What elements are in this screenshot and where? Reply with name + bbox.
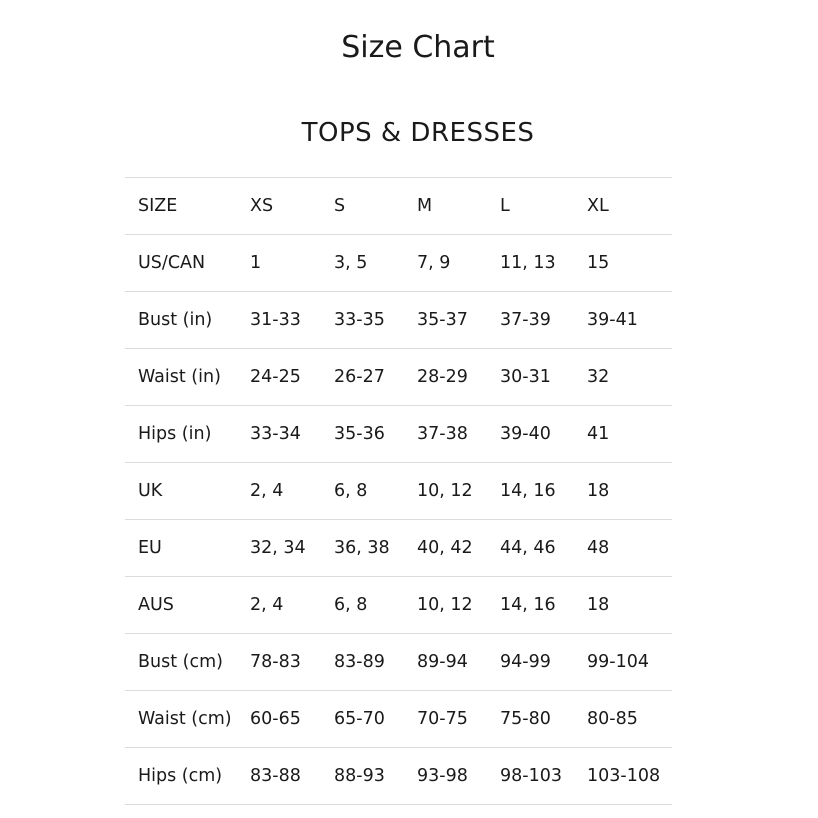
table-cell: 44, 46 — [487, 519, 574, 577]
row-label: Hips (cm) — [125, 747, 237, 805]
table-row: Hips (cm) 83-88 88-93 93-98 98-103 103-108 — [125, 747, 672, 805]
row-label: US/CAN — [125, 234, 237, 292]
table-cell: 65-70 — [321, 690, 404, 748]
section-title: TOPS & DRESSES — [301, 118, 535, 148]
table-cell: 35-37 — [404, 291, 487, 349]
table-cell: 10, 12 — [404, 462, 487, 520]
table-cell: 11, 13 — [487, 234, 574, 292]
table-cell: 37-38 — [404, 405, 487, 463]
table-cell: 10, 12 — [404, 576, 487, 634]
table-row: Waist (cm) 60-65 65-70 70-75 75-80 80-85 — [125, 690, 672, 748]
table-cell: 35-36 — [321, 405, 404, 463]
table-cell: XL — [574, 177, 672, 235]
table-cell: 39-40 — [487, 405, 574, 463]
table-cell: 3, 5 — [321, 234, 404, 292]
table-cell: 99-104 — [574, 633, 672, 691]
table-cell: 18 — [574, 576, 672, 634]
table-cell: XS — [237, 177, 321, 235]
table-cell: 2, 4 — [237, 576, 321, 634]
size-chart-table: SIZE XS S M L XL US/CAN 1 3, 5 7, 9 11, 13 15 Bust (… — [125, 177, 672, 805]
table-row: Hips (in) 33-34 35-36 37-38 39-40 41 — [125, 405, 672, 463]
table-cell: 36, 38 — [321, 519, 404, 577]
table-cell: 28-29 — [404, 348, 487, 406]
table-cell: 37-39 — [487, 291, 574, 349]
table-row: AUS 2, 4 6, 8 10, 12 14, 16 18 — [125, 576, 672, 634]
table-row: Bust (in) 31-33 33-35 35-37 37-39 39-41 — [125, 291, 672, 349]
table-cell: 1 — [237, 234, 321, 292]
table-cell: 98-103 — [487, 747, 574, 805]
row-label: SIZE — [125, 177, 237, 235]
table-cell: 75-80 — [487, 690, 574, 748]
table-cell: 88-93 — [321, 747, 404, 805]
table-cell: L — [487, 177, 574, 235]
table-cell: 89-94 — [404, 633, 487, 691]
row-label: Bust (cm) — [125, 633, 237, 691]
table-row: Bust (cm) 78-83 83-89 89-94 94-99 99-104 — [125, 633, 672, 691]
header-row: SIZE XS S M L XL — [125, 177, 672, 235]
table-cell: 83-89 — [321, 633, 404, 691]
row-label: EU — [125, 519, 237, 577]
table-cell: 6, 8 — [321, 576, 404, 634]
table-cell: 18 — [574, 462, 672, 520]
row-label: AUS — [125, 576, 237, 634]
table-cell: 24-25 — [237, 348, 321, 406]
table-cell: 14, 16 — [487, 462, 574, 520]
table-cell: 80-85 — [574, 690, 672, 748]
table-cell: 2, 4 — [237, 462, 321, 520]
table-cell: 83-88 — [237, 747, 321, 805]
table-row: Waist (in) 24-25 26-27 28-29 30-31 32 — [125, 348, 672, 406]
table-cell: 41 — [574, 405, 672, 463]
row-label: Hips (in) — [125, 405, 237, 463]
row-label: Waist (in) — [125, 348, 237, 406]
table-cell: 60-65 — [237, 690, 321, 748]
table-row: US/CAN 1 3, 5 7, 9 11, 13 15 — [125, 234, 672, 292]
table-cell: 31-33 — [237, 291, 321, 349]
table-row: EU 32, 34 36, 38 40, 42 44, 46 48 — [125, 519, 672, 577]
table-cell: 70-75 — [404, 690, 487, 748]
table-cell: 39-41 — [574, 291, 672, 349]
page-title: Size Chart — [341, 30, 495, 65]
row-label: UK — [125, 462, 237, 520]
table-cell: 7, 9 — [404, 234, 487, 292]
table-cell: 40, 42 — [404, 519, 487, 577]
table-cell: 94-99 — [487, 633, 574, 691]
table-cell: 78-83 — [237, 633, 321, 691]
table-cell: 48 — [574, 519, 672, 577]
table-cell: 103-108 — [574, 747, 672, 805]
table-cell: 26-27 — [321, 348, 404, 406]
row-label: Bust (in) — [125, 291, 237, 349]
row-label: Waist (cm) — [125, 690, 237, 748]
table-cell: 33-34 — [237, 405, 321, 463]
table-cell: 15 — [574, 234, 672, 292]
table-cell: 30-31 — [487, 348, 574, 406]
table-cell: 33-35 — [321, 291, 404, 349]
table-cell: M — [404, 177, 487, 235]
table-cell: 32 — [574, 348, 672, 406]
table-cell: 6, 8 — [321, 462, 404, 520]
table-row: UK 2, 4 6, 8 10, 12 14, 16 18 — [125, 462, 672, 520]
table-cell: 32, 34 — [237, 519, 321, 577]
table-cell: S — [321, 177, 404, 235]
table-cell: 93-98 — [404, 747, 487, 805]
table-cell: 14, 16 — [487, 576, 574, 634]
